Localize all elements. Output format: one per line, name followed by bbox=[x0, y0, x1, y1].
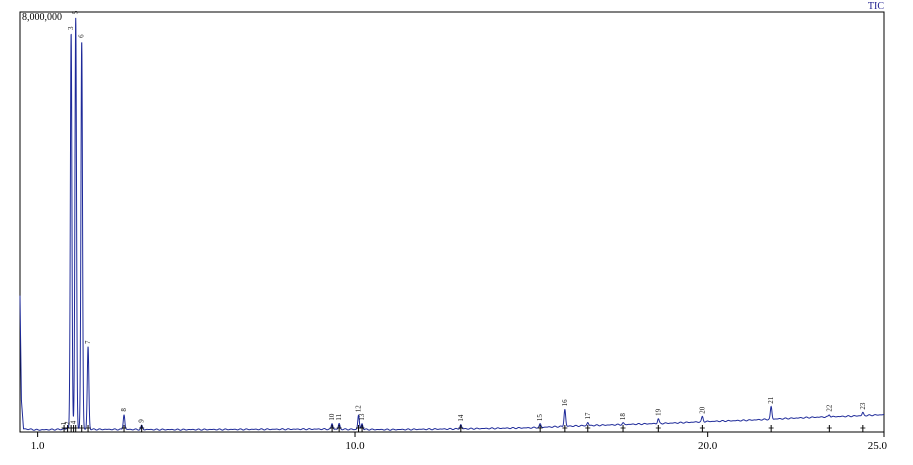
peak-marker-14: 14 bbox=[457, 414, 465, 432]
peak-label: 1 bbox=[60, 421, 68, 425]
peak-label: 19 bbox=[654, 408, 662, 416]
peak-marker-22: 22 bbox=[825, 404, 833, 432]
x-axis-ticks: 1.0 10.0 20.0 25.0 bbox=[31, 432, 888, 452]
peak-label: 21 bbox=[767, 396, 775, 404]
peak-marker-15: 15 bbox=[536, 414, 544, 432]
peak-label: 2 bbox=[64, 421, 72, 425]
peak-label: 17 bbox=[584, 412, 592, 420]
peak-label: 22 bbox=[825, 404, 833, 412]
peak-marker-20: 20 bbox=[698, 406, 706, 432]
peak-label: 4 bbox=[70, 420, 78, 424]
peak-marker-23: 23 bbox=[859, 402, 867, 432]
peak-marker-21: 21 bbox=[767, 396, 775, 432]
peak-label: 9 bbox=[138, 419, 146, 423]
peak-label: 5 bbox=[72, 10, 80, 14]
peak-marker-17: 17 bbox=[584, 412, 592, 432]
peak-label: 6 bbox=[78, 34, 86, 38]
peak-marker-7: 7 bbox=[84, 340, 92, 432]
peak-label: 18 bbox=[619, 413, 627, 421]
peak-label: 16 bbox=[561, 399, 569, 407]
peak-marker-16: 16 bbox=[561, 399, 569, 432]
peak-label: 15 bbox=[536, 414, 544, 422]
peak-label: 23 bbox=[859, 402, 867, 410]
peak-label: 10 bbox=[328, 413, 336, 421]
trace-layer bbox=[19, 17, 885, 431]
x-tick-label: 10.0 bbox=[345, 440, 365, 452]
tic-trace-line bbox=[19, 17, 885, 431]
y-max-label: 8,000,000 bbox=[22, 12, 62, 23]
peak-marker-8: 8 bbox=[120, 408, 128, 432]
peak-marker-5: 5 bbox=[72, 10, 80, 432]
peak-marker-6: 6 bbox=[78, 34, 86, 432]
peak-marker-10: 10 bbox=[328, 413, 336, 432]
x-tick-label: 25.0 bbox=[868, 440, 888, 452]
trace-label: TIC bbox=[868, 1, 884, 12]
peak-label: 8 bbox=[120, 408, 128, 412]
peak-marker-9: 9 bbox=[138, 419, 146, 432]
peak-label: 7 bbox=[84, 340, 92, 344]
peak-label: 11 bbox=[335, 413, 343, 420]
x-tick-label: 1.0 bbox=[31, 440, 45, 452]
peak-marker-18: 18 bbox=[619, 413, 627, 432]
peak-label: 20 bbox=[698, 406, 706, 414]
peak-label: 13 bbox=[358, 413, 366, 421]
x-tick-label: 20.0 bbox=[698, 440, 718, 452]
peak-label: 3 bbox=[67, 26, 75, 30]
peak-marker-11: 11 bbox=[335, 413, 343, 432]
plot-frame bbox=[19, 11, 885, 433]
peak-marker-13: 13 bbox=[358, 413, 366, 432]
peak-marker-19: 19 bbox=[654, 408, 662, 432]
peak-label: 14 bbox=[457, 414, 465, 422]
peak-label: 12 bbox=[355, 405, 363, 413]
